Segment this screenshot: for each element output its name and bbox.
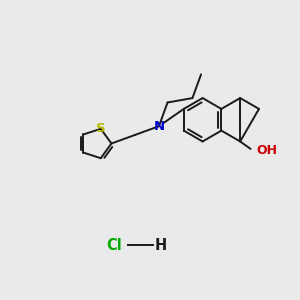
Text: N: N bbox=[153, 120, 164, 133]
Text: Cl: Cl bbox=[106, 238, 122, 253]
Text: S: S bbox=[96, 122, 106, 135]
Text: OH: OH bbox=[256, 144, 277, 157]
Text: H: H bbox=[154, 238, 167, 253]
